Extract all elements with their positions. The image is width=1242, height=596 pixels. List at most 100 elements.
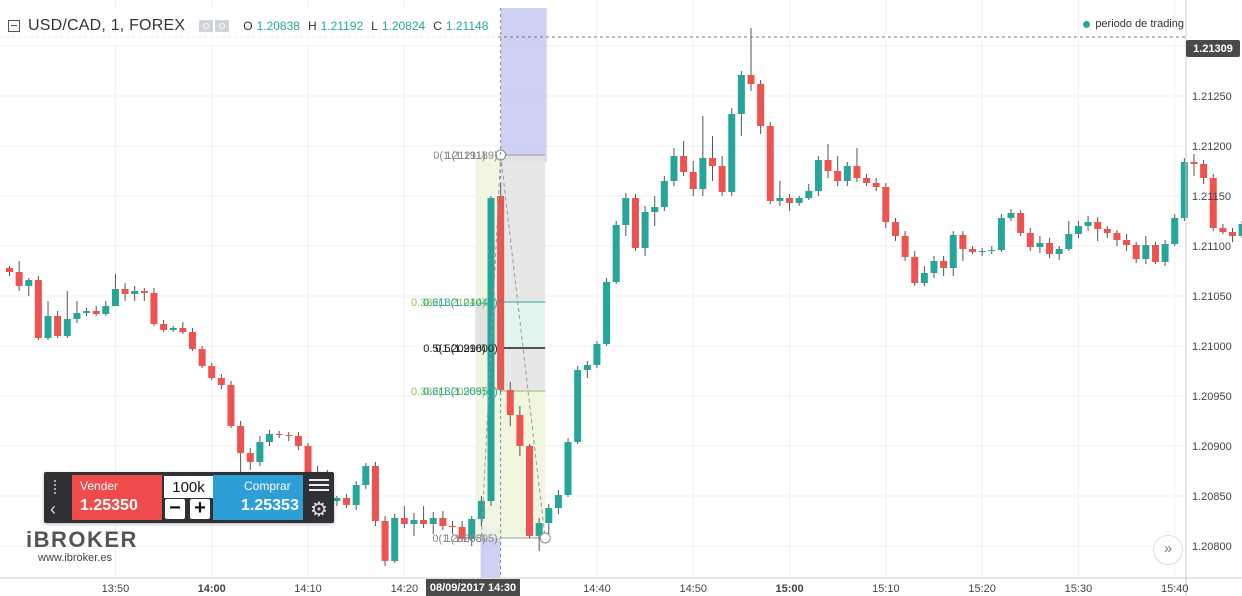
gear-icon[interactable]: ⚙	[310, 499, 328, 521]
quantity-decrease-button[interactable]: −	[165, 498, 185, 519]
candle-body	[988, 250, 996, 251]
candle	[969, 246, 976, 254]
candle-body	[1200, 164, 1208, 178]
candle	[1103, 226, 1111, 238]
x-axis-tick-label: 15:20	[968, 583, 996, 595]
candle	[872, 178, 880, 191]
candle	[699, 116, 707, 196]
candle	[1007, 209, 1015, 221]
candle-body	[371, 466, 379, 521]
candle-body	[477, 501, 485, 519]
candle-body	[747, 75, 755, 84]
symbol-title[interactable]: USD/CAD, 1, FOREX	[28, 17, 186, 34]
candle	[34, 276, 42, 340]
fib-level-label: 1(1.20805)	[444, 533, 497, 545]
candle	[988, 246, 996, 254]
candle	[535, 518, 543, 551]
candle-body	[227, 385, 235, 426]
candle-body	[872, 183, 880, 187]
candle	[352, 481, 360, 510]
candle-body	[102, 306, 110, 314]
candle-body	[689, 172, 697, 189]
high-value: 1.21192	[320, 19, 364, 33]
quantity-increase-button[interactable]: +	[190, 498, 210, 519]
candle	[1036, 236, 1044, 253]
candle-body	[448, 526, 456, 527]
candle	[150, 288, 158, 326]
candle	[863, 174, 871, 186]
fib-level-label: 0.618(1.20952)	[423, 386, 498, 398]
candle	[439, 511, 447, 530]
drag-handle-icon[interactable]	[54, 478, 62, 494]
visibility-icon[interactable]	[199, 20, 214, 32]
ohlc-values: O 1.20838 H 1.21192 L 1.20824 C 1.21148	[239, 19, 488, 33]
logo-url: www.ibroker.es	[38, 552, 112, 564]
settings-icon[interactable]	[215, 20, 230, 32]
candle	[400, 506, 408, 528]
candle	[526, 444, 534, 538]
candle-body	[1190, 162, 1198, 164]
candle-body	[131, 291, 139, 294]
candle-body	[660, 181, 668, 207]
fib-level-label: 0.5(1.21000)	[435, 343, 497, 355]
candle-body	[237, 426, 245, 453]
candle-body	[757, 84, 765, 126]
candle-body	[1055, 249, 1063, 254]
menu-icon[interactable]	[309, 476, 329, 494]
fib-level-label: 0.382(1.20955)	[411, 386, 486, 398]
candle-body	[920, 273, 928, 283]
candle	[843, 162, 851, 186]
candle	[391, 514, 399, 563]
candle	[554, 490, 562, 514]
candle	[1113, 230, 1121, 246]
candle-body	[1132, 245, 1140, 259]
candle	[795, 196, 803, 206]
candle	[410, 513, 418, 536]
quantity-input[interactable]: 100k	[163, 475, 214, 499]
crosshair-time-badge: 08/09/2017 14:30	[426, 579, 520, 596]
candle	[949, 231, 957, 276]
session-label: periodo de trading	[1095, 18, 1184, 30]
candle	[670, 148, 678, 186]
candle-body	[718, 166, 726, 192]
collapse-legend-icon[interactable]	[8, 20, 20, 32]
candle	[362, 463, 370, 489]
candle-body	[420, 520, 428, 524]
candle-body	[901, 236, 909, 257]
candle-body	[179, 328, 187, 332]
x-axis-tick-label: 15:40	[1161, 583, 1189, 595]
candle	[891, 218, 899, 241]
fib-level-label: 0(1.20808)	[432, 533, 485, 545]
chevron-left-icon[interactable]: ‹	[50, 499, 56, 519]
candle-body	[766, 126, 774, 201]
candle	[516, 406, 524, 456]
x-axis-tick-label: 15:30	[1065, 583, 1093, 595]
candle-body	[150, 293, 158, 324]
scroll-to-realtime-button[interactable]: »	[1153, 535, 1183, 565]
candle-body	[911, 257, 919, 283]
candle-body	[352, 485, 360, 505]
buy-button[interactable]: Comprar 1.25353	[213, 475, 303, 520]
fib-level-label: 1(1.21189)	[445, 150, 497, 162]
candle	[1229, 228, 1237, 242]
fib-zone-top	[500, 155, 546, 302]
x-axis-tick-label: 15:10	[872, 583, 900, 595]
candle-body	[1219, 228, 1227, 232]
fib-trend-line-secondary	[480, 154, 502, 539]
candle-body	[15, 272, 23, 286]
candle	[179, 322, 187, 334]
sell-button[interactable]: Vender 1.25350	[72, 475, 162, 520]
candle	[169, 326, 177, 332]
candle-body	[978, 251, 986, 252]
candle	[766, 122, 774, 204]
candle	[54, 311, 62, 338]
candle	[44, 301, 52, 340]
candle	[237, 421, 245, 473]
candle	[83, 308, 91, 316]
candle-body	[410, 520, 418, 524]
candle	[641, 206, 649, 256]
candle	[246, 448, 254, 470]
high-label: H	[307, 19, 317, 33]
